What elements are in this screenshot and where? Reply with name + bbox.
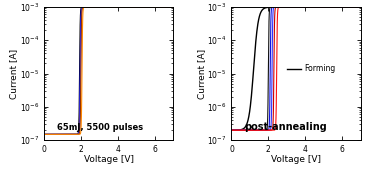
X-axis label: Voltage [V]: Voltage [V] (84, 155, 134, 165)
Legend: Forming: Forming (284, 61, 339, 76)
Y-axis label: Current [A]: Current [A] (197, 48, 206, 99)
Text: post-annealing: post-annealing (244, 122, 327, 132)
Y-axis label: Current [A]: Current [A] (10, 48, 18, 99)
Text: 65mJ, 5500 pulses: 65mJ, 5500 pulses (57, 123, 143, 132)
X-axis label: Voltage [V]: Voltage [V] (271, 155, 321, 165)
